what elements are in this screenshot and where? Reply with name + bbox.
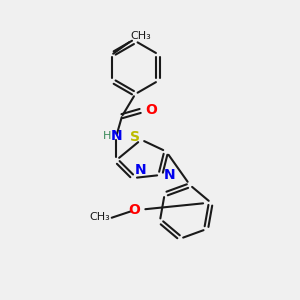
- Text: CH₃: CH₃: [130, 31, 151, 40]
- Text: O: O: [146, 103, 158, 117]
- Text: N: N: [135, 163, 146, 177]
- Text: H: H: [103, 131, 111, 141]
- Text: N: N: [111, 129, 122, 143]
- Text: CH₃: CH₃: [89, 212, 110, 222]
- Text: N: N: [164, 168, 176, 182]
- Text: O: O: [128, 203, 140, 217]
- Text: S: S: [130, 130, 140, 144]
